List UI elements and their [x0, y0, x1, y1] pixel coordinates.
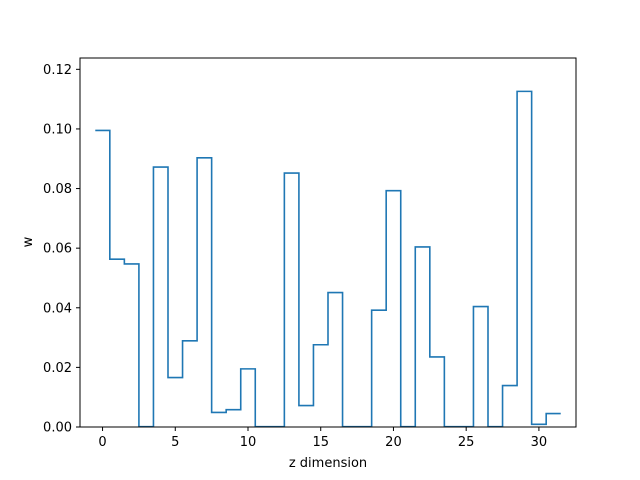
x-tick-label: 25 — [458, 435, 475, 450]
plot-area — [95, 90, 561, 428]
y-tick-label: 0.02 — [43, 361, 72, 376]
y-tick-label: 0.08 — [43, 182, 72, 197]
y-tick-label: 0.10 — [43, 122, 72, 137]
series-step-line — [95, 90, 561, 428]
axes-frame — [79, 57, 577, 428]
x-tick-label: 15 — [312, 435, 329, 450]
y-axis-ticks: 0.00 0.02 0.04 0.06 0.08 0.10 0.12 — [43, 63, 80, 436]
x-tick-label: 30 — [531, 435, 548, 450]
x-tick-label: 5 — [171, 435, 179, 450]
x-tick-label: 0 — [98, 435, 106, 450]
y-tick-label: 0.04 — [43, 301, 72, 316]
y-axis-label: w — [21, 236, 36, 247]
x-axis-ticks: 0 5 10 15 20 25 30 — [98, 427, 547, 450]
x-axis-label: z dimension — [289, 456, 367, 471]
y-tick-label: 0.12 — [43, 63, 72, 78]
x-tick-label: 20 — [385, 435, 402, 450]
y-tick-label: 0.00 — [43, 421, 72, 436]
y-tick-label: 0.06 — [43, 242, 72, 257]
x-tick-label: 10 — [240, 435, 257, 450]
